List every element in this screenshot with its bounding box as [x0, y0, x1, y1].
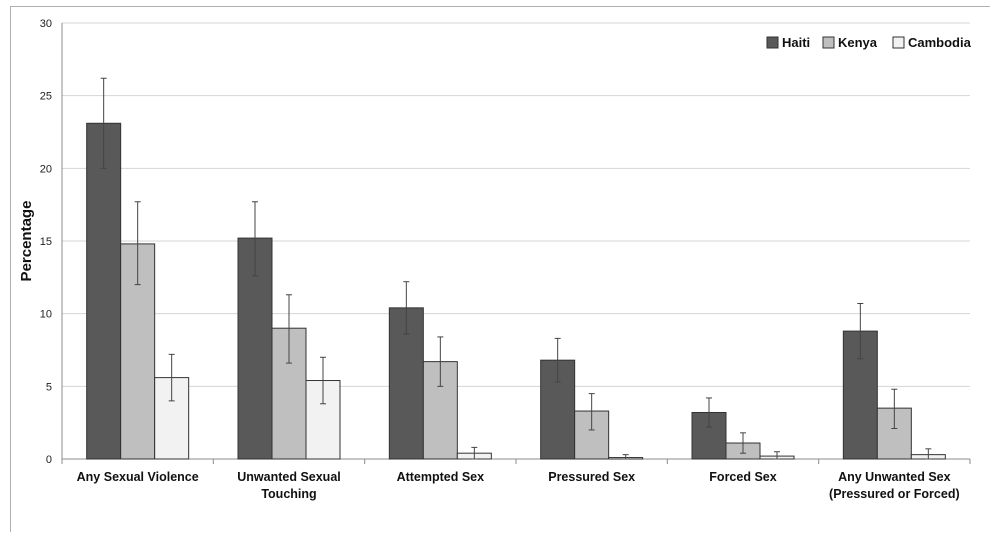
legend-label-kenya: Kenya: [838, 35, 878, 50]
bar-haiti: [86, 122, 122, 460]
x-category-label: Touching: [261, 487, 316, 501]
y-tick-label: 10: [40, 309, 52, 321]
legend-swatch-haiti: [766, 36, 779, 49]
x-category-label: Forced Sex: [709, 470, 776, 484]
chart-frame: [10, 6, 990, 532]
y-tick-label: 5: [46, 381, 52, 393]
legend-label-cambodia: Cambodia: [908, 35, 972, 50]
legend-swatch-kenya: [822, 36, 835, 49]
y-tick-label: 0: [46, 454, 52, 466]
y-tick-label: 30: [40, 18, 52, 30]
legend-label-haiti: Haiti: [782, 35, 810, 50]
x-category-label: Any Sexual Violence: [77, 470, 199, 484]
y-tick-label: 20: [40, 163, 52, 175]
x-category-label: Unwanted Sexual: [237, 470, 341, 484]
y-tick-label: 25: [40, 91, 52, 103]
x-category-label: Any Unwanted Sex: [838, 470, 951, 484]
x-category-label: (Pressured or Forced): [829, 487, 960, 501]
y-axis-title: Percentage: [18, 201, 35, 282]
x-category-label: Pressured Sex: [548, 470, 635, 484]
y-tick-label: 15: [40, 236, 52, 248]
x-category-label: Attempted Sex: [397, 470, 485, 484]
legend-swatch-cambodia: [892, 36, 905, 49]
